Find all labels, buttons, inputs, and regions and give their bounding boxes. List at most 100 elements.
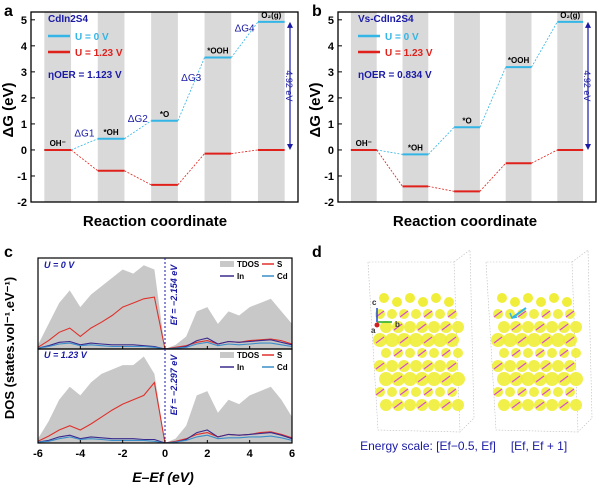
panel-b-ylabel: ΔG (eV) bbox=[307, 83, 324, 138]
panel-d-left-isosurface-lobe bbox=[386, 360, 398, 372]
panel-d-left-bond bbox=[375, 362, 385, 370]
panel-letter-b: b bbox=[312, 3, 322, 20]
panel-b-equilibrium-label: 4.92 eV bbox=[582, 70, 592, 101]
panel-d-left-isosurface-lobe bbox=[410, 360, 422, 372]
panel-d-left-isosurface-lobe bbox=[387, 309, 397, 319]
panel-b-ytick-label: 5 bbox=[328, 15, 334, 27]
panel-a-dg-label: ΔG1 bbox=[74, 128, 94, 139]
panel-d-right-bond bbox=[517, 310, 527, 318]
panel-d-right-isosurface-lobe bbox=[552, 360, 564, 372]
panel-d-left-bond bbox=[423, 336, 433, 344]
panel-c-bottom-legend-tdos: TDOS bbox=[237, 351, 260, 360]
panel-c-dos-chart: TDOS S In Cd TDOS S In Cd -6 -4 -2 0 2 4 6 bbox=[33, 257, 295, 460]
panel-c-xtick-label: 6 bbox=[289, 448, 295, 460]
panel-a-arrowhead-down bbox=[287, 143, 293, 150]
panel-b-state-label: OH⁻ bbox=[356, 139, 372, 148]
panel-d-right-isosurface-lobe bbox=[551, 333, 565, 347]
panel-c-xlabel: E–Ef (eV) bbox=[132, 469, 194, 485]
panel-d-right-bond bbox=[511, 375, 521, 383]
panel-d-left-isosurface-lobe bbox=[452, 399, 464, 411]
panel-d-left-isosurface-lobe bbox=[379, 372, 393, 386]
panel-c-top-legend-in: In bbox=[237, 272, 244, 281]
panel-d-left-isosurface-lobe bbox=[387, 387, 397, 397]
panel-b-ytick-label: 2 bbox=[328, 93, 334, 105]
panel-b-state-label: *OOH bbox=[508, 56, 530, 65]
panel-d-right-bond bbox=[541, 310, 551, 318]
panel-d-right-bond bbox=[541, 388, 551, 396]
panel-c-bottom-ef-label: Ef = −2.297 eV bbox=[169, 354, 179, 416]
panel-d-left-bond bbox=[447, 362, 457, 370]
panel-d-right-bond bbox=[493, 388, 503, 396]
panel-d-right-bond bbox=[535, 349, 545, 357]
panel-d-left-bond bbox=[393, 349, 403, 357]
panel-d-left-isosurface-lobe bbox=[405, 348, 415, 358]
panel-a-u0-connector bbox=[230, 21, 259, 58]
panel-a-u123-connector bbox=[124, 170, 152, 186]
panel-b-free-energy-chart: -2 -1 0 1 2 3 4 5 OH⁻ *OH *O *OOH O₂(g) 4.92 eV bbox=[324, 11, 597, 209]
panel-b-ytick-label: 4 bbox=[328, 41, 335, 53]
panel-d-left-isosurface-lobe bbox=[429, 348, 439, 358]
panel-d-right-bond bbox=[565, 336, 575, 344]
panel-d-left-isosurface-lobe bbox=[428, 399, 440, 411]
panel-b-state-label: *OH bbox=[408, 143, 423, 152]
panel-c-bottom-legend-s: S bbox=[277, 351, 283, 360]
panel-c-top-legend-tdos: TDOS bbox=[237, 260, 260, 269]
panel-b-ytick-label: -1 bbox=[324, 171, 334, 183]
panel-b-u0-connector bbox=[479, 67, 507, 128]
panel-d-right-bond bbox=[535, 323, 545, 331]
panel-c-bottom-title: U = 1.23 V bbox=[44, 350, 88, 360]
panel-a-state-label: *OOH bbox=[207, 47, 229, 56]
panel-d-left-isosurface-lobe bbox=[411, 387, 421, 397]
panel-d-right-bond bbox=[541, 336, 551, 344]
panel-d-right-isosurface-lobe bbox=[499, 348, 509, 358]
panel-b-state-label: *O bbox=[462, 116, 471, 125]
panel-a-ytick-label: 4 bbox=[21, 41, 28, 53]
panel-d-left-bond bbox=[399, 336, 409, 344]
panel-b-ytick-label: 0 bbox=[328, 145, 334, 157]
panel-a-state-label: O₂(g) bbox=[261, 11, 281, 20]
panel-a-ytick-label: 3 bbox=[21, 67, 27, 79]
panel-d-left-isosurface-lobe bbox=[452, 321, 464, 333]
panel-d-left-bond bbox=[399, 388, 409, 396]
panel-b-material: Vs-CdIn2S4 bbox=[358, 14, 414, 25]
panel-d-left-surface-lobe bbox=[405, 293, 415, 303]
panel-d-right-bond bbox=[565, 310, 575, 318]
panel-d-right-surface-lobe bbox=[562, 297, 572, 307]
panel-a-state-label: *O bbox=[160, 110, 169, 119]
panel-d-right-surface-lobe bbox=[523, 293, 533, 303]
panel-d-right-isosurface-lobe bbox=[545, 372, 559, 386]
panel-d-right-isosurface-lobe bbox=[547, 348, 557, 358]
panel-d-left-isosurface-lobe bbox=[434, 360, 446, 372]
panel-c-top-legend-cd: Cd bbox=[277, 272, 288, 281]
panel-a-ylabel: ΔG (eV) bbox=[0, 83, 17, 138]
panel-d-right-isosurface-lobe bbox=[522, 399, 534, 411]
panel-d-left-isosurface-lobe bbox=[409, 333, 423, 347]
panel-d-left-isosurface-lobe bbox=[403, 372, 417, 386]
panel-d-right-isosurface-lobe bbox=[505, 387, 515, 397]
panel-a-legend-u123: U = 1.23 V bbox=[75, 48, 123, 59]
panel-d-right-isosurface-lobe bbox=[498, 399, 510, 411]
panel-d-right-bond bbox=[565, 362, 575, 370]
panel-a-column-3 bbox=[204, 12, 232, 202]
panel-b-legend-u123: U = 1.23 V bbox=[385, 48, 433, 59]
panel-a-u0-connector bbox=[70, 138, 98, 151]
panel-c-top-title: U = 0 V bbox=[44, 260, 75, 270]
panel-c-top-legend-s: S bbox=[277, 260, 283, 269]
panel-b-ytick-label: 3 bbox=[328, 67, 334, 79]
panel-c-xtick-label: 4 bbox=[247, 448, 254, 460]
panel-d-charge-density-structures bbox=[367, 249, 593, 433]
panel-d-left-isosurface-lobe bbox=[381, 348, 391, 358]
panel-d-caption-left: Energy scale: [Ef−0.5, Ef] bbox=[360, 439, 496, 453]
panel-a-u123-connector bbox=[177, 153, 205, 186]
panel-a-u123-connector bbox=[70, 149, 98, 172]
panel-d-right-bond bbox=[493, 362, 503, 370]
panel-d-right-isosurface-lobe bbox=[553, 387, 563, 397]
panel-a-arrowhead-up bbox=[287, 21, 293, 28]
panel-d-left-bond bbox=[447, 310, 457, 318]
panel-d-left-isosurface-lobe bbox=[385, 333, 399, 347]
panel-d-right-isosurface-lobe bbox=[521, 372, 535, 386]
panel-d-left-bond bbox=[393, 401, 403, 409]
panel-a-frame bbox=[30, 11, 299, 203]
panel-c-bottom-legend-tdos-swatch bbox=[220, 352, 234, 358]
panel-d-left-isosurface-lobe bbox=[453, 348, 463, 358]
